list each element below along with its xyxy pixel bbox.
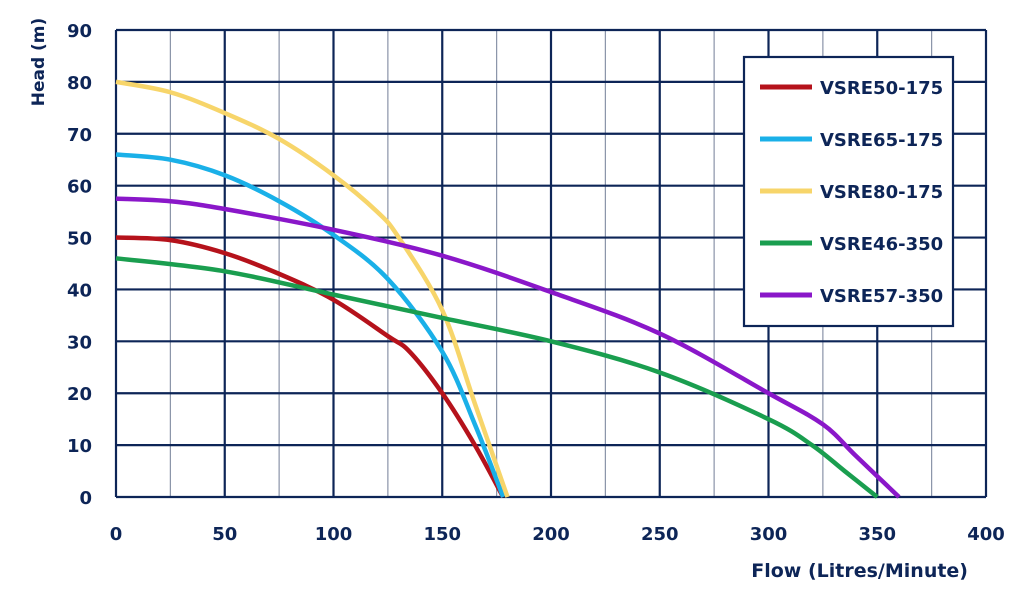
y-tick-label: 40 (67, 280, 92, 301)
y-tick-label: 10 (67, 436, 92, 457)
series-lines (115, 79, 901, 499)
x-tick-label: 50 (212, 524, 237, 545)
y-tick-label: 90 (67, 21, 92, 42)
legend-label: VSRE57-350 (820, 286, 943, 307)
series-line-vsre80-175 (115, 79, 510, 498)
y-tick-label: 50 (67, 229, 92, 250)
x-axis-label: Flow (Litres/Minute) (751, 560, 968, 582)
y-tick-label: 20 (67, 384, 92, 405)
legend-label: VSRE50-175 (820, 78, 943, 99)
x-tick-label: 200 (532, 524, 570, 545)
y-tick-label: 80 (67, 73, 92, 94)
legend-label: VSRE46-350 (820, 234, 943, 255)
legend-label: VSRE80-175 (820, 182, 943, 203)
tick-labels: 0 50 100 150 200 250 300 350 400 0 10 20 30 40 50 60 70 8… (67, 21, 1005, 545)
series-line-vsre65-175 (115, 152, 506, 498)
x-tick-label: 150 (423, 524, 461, 545)
series-line-vsre57-350 (115, 196, 901, 499)
y-tick-label: 60 (67, 177, 92, 198)
y-tick-label: 70 (67, 125, 92, 146)
x-tick-label: 400 (967, 524, 1005, 545)
y-tick-label: 0 (79, 488, 92, 509)
x-tick-label: 0 (110, 524, 123, 545)
x-tick-label: 250 (641, 524, 679, 545)
x-tick-label: 350 (858, 524, 896, 545)
series-line-vsre46-350 (115, 256, 879, 499)
y-axis-label: Head (m) (29, 18, 49, 107)
y-tick-label: 30 (67, 332, 92, 353)
legend-label: VSRE65-175 (820, 130, 943, 151)
x-tick-label: 300 (750, 524, 788, 545)
x-tick-label: 100 (315, 524, 353, 545)
series-line-vsre50-175 (115, 235, 506, 499)
legend: VSRE50-175 VSRE65-175 VSRE80-175 VSRE46-350… (742, 55, 955, 328)
